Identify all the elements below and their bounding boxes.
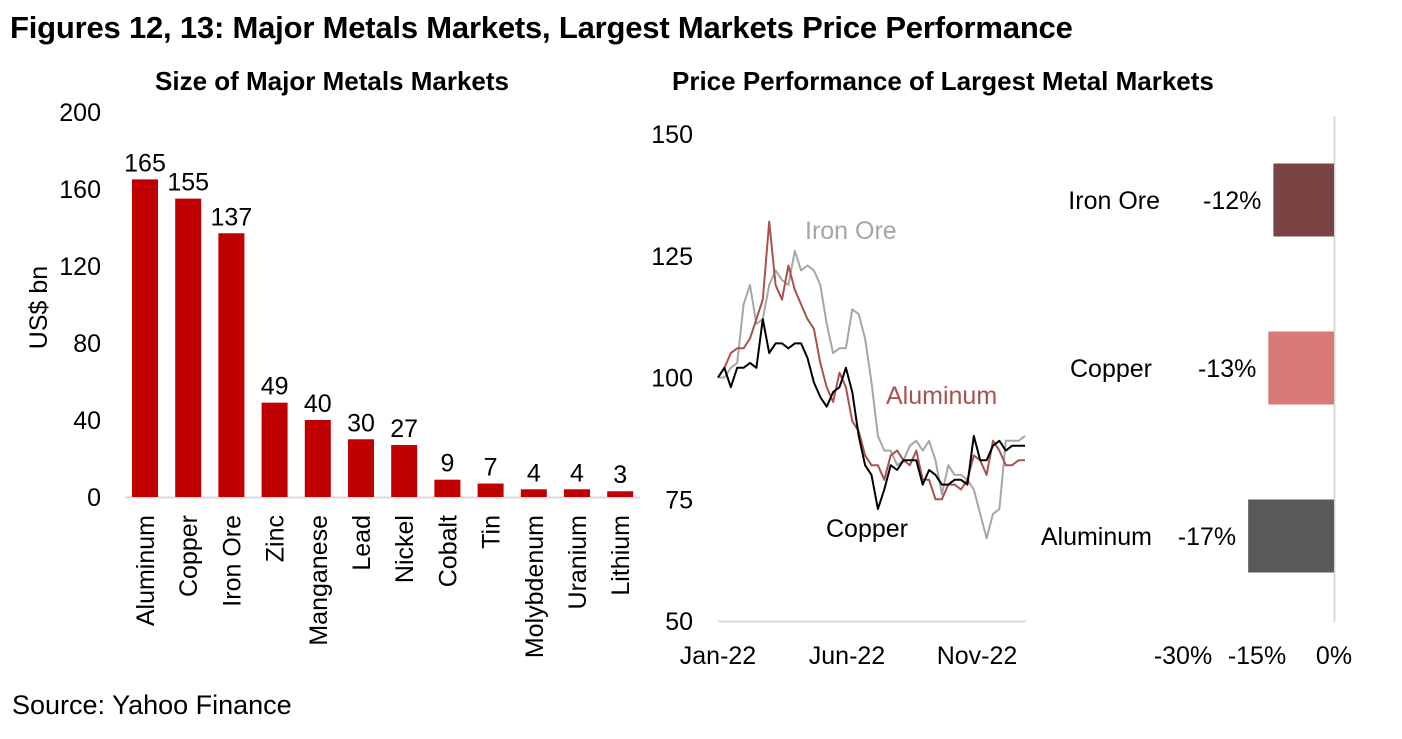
y-tick-label: 160 (59, 176, 101, 204)
bar-uranium (564, 489, 590, 497)
hbar-data-label: -12% (1203, 187, 1261, 215)
bar-tin (477, 483, 504, 497)
bar-nickel (391, 445, 418, 497)
y-tick-label: 0 (87, 484, 101, 512)
y-tick-label: 125 (651, 243, 693, 271)
line-series-copper (717, 318, 1025, 510)
hbar-category-label: Aluminum (1041, 523, 1152, 551)
bar-data-label: 9 (440, 450, 454, 478)
line-series-iron-ore (718, 249, 1026, 540)
series-annotation: Copper (826, 515, 908, 543)
bar-copper (175, 198, 202, 497)
y-tick-label: 150 (651, 121, 693, 149)
x-tick-label: Jun-22 (809, 642, 885, 670)
line-series-aluminum (717, 220, 1025, 501)
x-tick-label: Iron Ore (218, 515, 246, 607)
y-tick-label: 75 (665, 486, 693, 514)
bar-cobalt (434, 479, 461, 497)
bar-data-label: 4 (570, 459, 584, 487)
x-tick-label: Jan-22 (680, 642, 756, 670)
x-tick-label: Uranium (564, 515, 592, 609)
x-tick-label: Lead (348, 515, 376, 571)
hbar-category-label: Iron Ore (1068, 187, 1160, 215)
x-tick-label: Nickel (391, 515, 419, 583)
x-tick-label: 0% (1316, 642, 1352, 670)
y-tick-label: 80 (73, 330, 101, 358)
x-tick-label: Copper (175, 515, 203, 597)
bar-lead (348, 439, 374, 497)
series-annotation: Iron Ore (805, 217, 897, 245)
bar-data-label: 30 (347, 409, 375, 437)
x-tick-label: -30% (1154, 642, 1212, 670)
figure-title: Figures 12, 13: Major Metals Markets, La… (10, 10, 1073, 45)
hbar-aluminum (1248, 499, 1334, 573)
bar-data-label: 7 (484, 454, 498, 482)
bar-data-label: 40 (304, 390, 332, 418)
bar-data-label: 155 (167, 169, 209, 197)
y-tick-label: 100 (651, 365, 693, 393)
bar-data-label: 27 (390, 415, 418, 443)
x-tick-label: Nov-22 (937, 642, 1018, 670)
source-note: Source: Yahoo Finance (12, 690, 292, 720)
x-tick-label: Zinc (262, 515, 290, 562)
bar-data-label: 165 (124, 149, 166, 177)
market-size-bar-chart: 0 40 80 120 160 200 US$ bn 165 Aluminum 155 Copper… (25, 99, 640, 658)
y-axis-label: US$ bn (25, 266, 53, 349)
bar-data-label: 4 (527, 459, 541, 487)
line-chart-title: Price Performance of Largest Metal Marke… (672, 66, 1214, 96)
bar-data-label: 3 (613, 461, 627, 489)
bar-molybdenum (520, 489, 547, 497)
y-tick-label: 120 (59, 253, 101, 281)
y-tick-label: 200 (59, 99, 101, 127)
x-tick-label: Tin (478, 515, 506, 549)
bar-manganese (304, 420, 331, 497)
bar-lithium (607, 491, 634, 497)
bar-chart-title: Size of Major Metals Markets (155, 66, 509, 96)
hbar-iron-ore (1273, 163, 1334, 237)
hbar-copper (1268, 331, 1334, 405)
price-performance-line-chart: 50 75 100 125 150 Jan-22 Jun-22 Nov-22 Iron Ore A… (651, 121, 1026, 670)
y-tick-label: 50 (665, 608, 693, 636)
x-tick-label: Lithium (607, 515, 635, 596)
bar-zinc (261, 402, 288, 497)
bar-aluminum (132, 179, 158, 497)
x-tick-label: Cobalt (434, 515, 462, 587)
hbar-category-label: Copper (1070, 355, 1152, 383)
hbar-data-label: -17% (1178, 523, 1236, 551)
hbar-data-label: -13% (1198, 355, 1256, 383)
bar-data-label: 137 (211, 203, 253, 231)
bar-data-label: 49 (261, 373, 289, 401)
x-tick-label: Molybdenum (521, 515, 549, 658)
y-tick-label: 40 (73, 407, 101, 435)
ytd-performance-hbar-chart: -12% Iron Ore -13% Copper -17% Aluminum -30% -1… (1041, 116, 1352, 670)
x-tick-label: Manganese (305, 515, 333, 646)
series-annotation: Aluminum (886, 382, 997, 410)
x-tick-label: Aluminum (132, 515, 160, 626)
x-tick-label: -15% (1228, 642, 1286, 670)
bar-iron-ore (218, 233, 245, 497)
